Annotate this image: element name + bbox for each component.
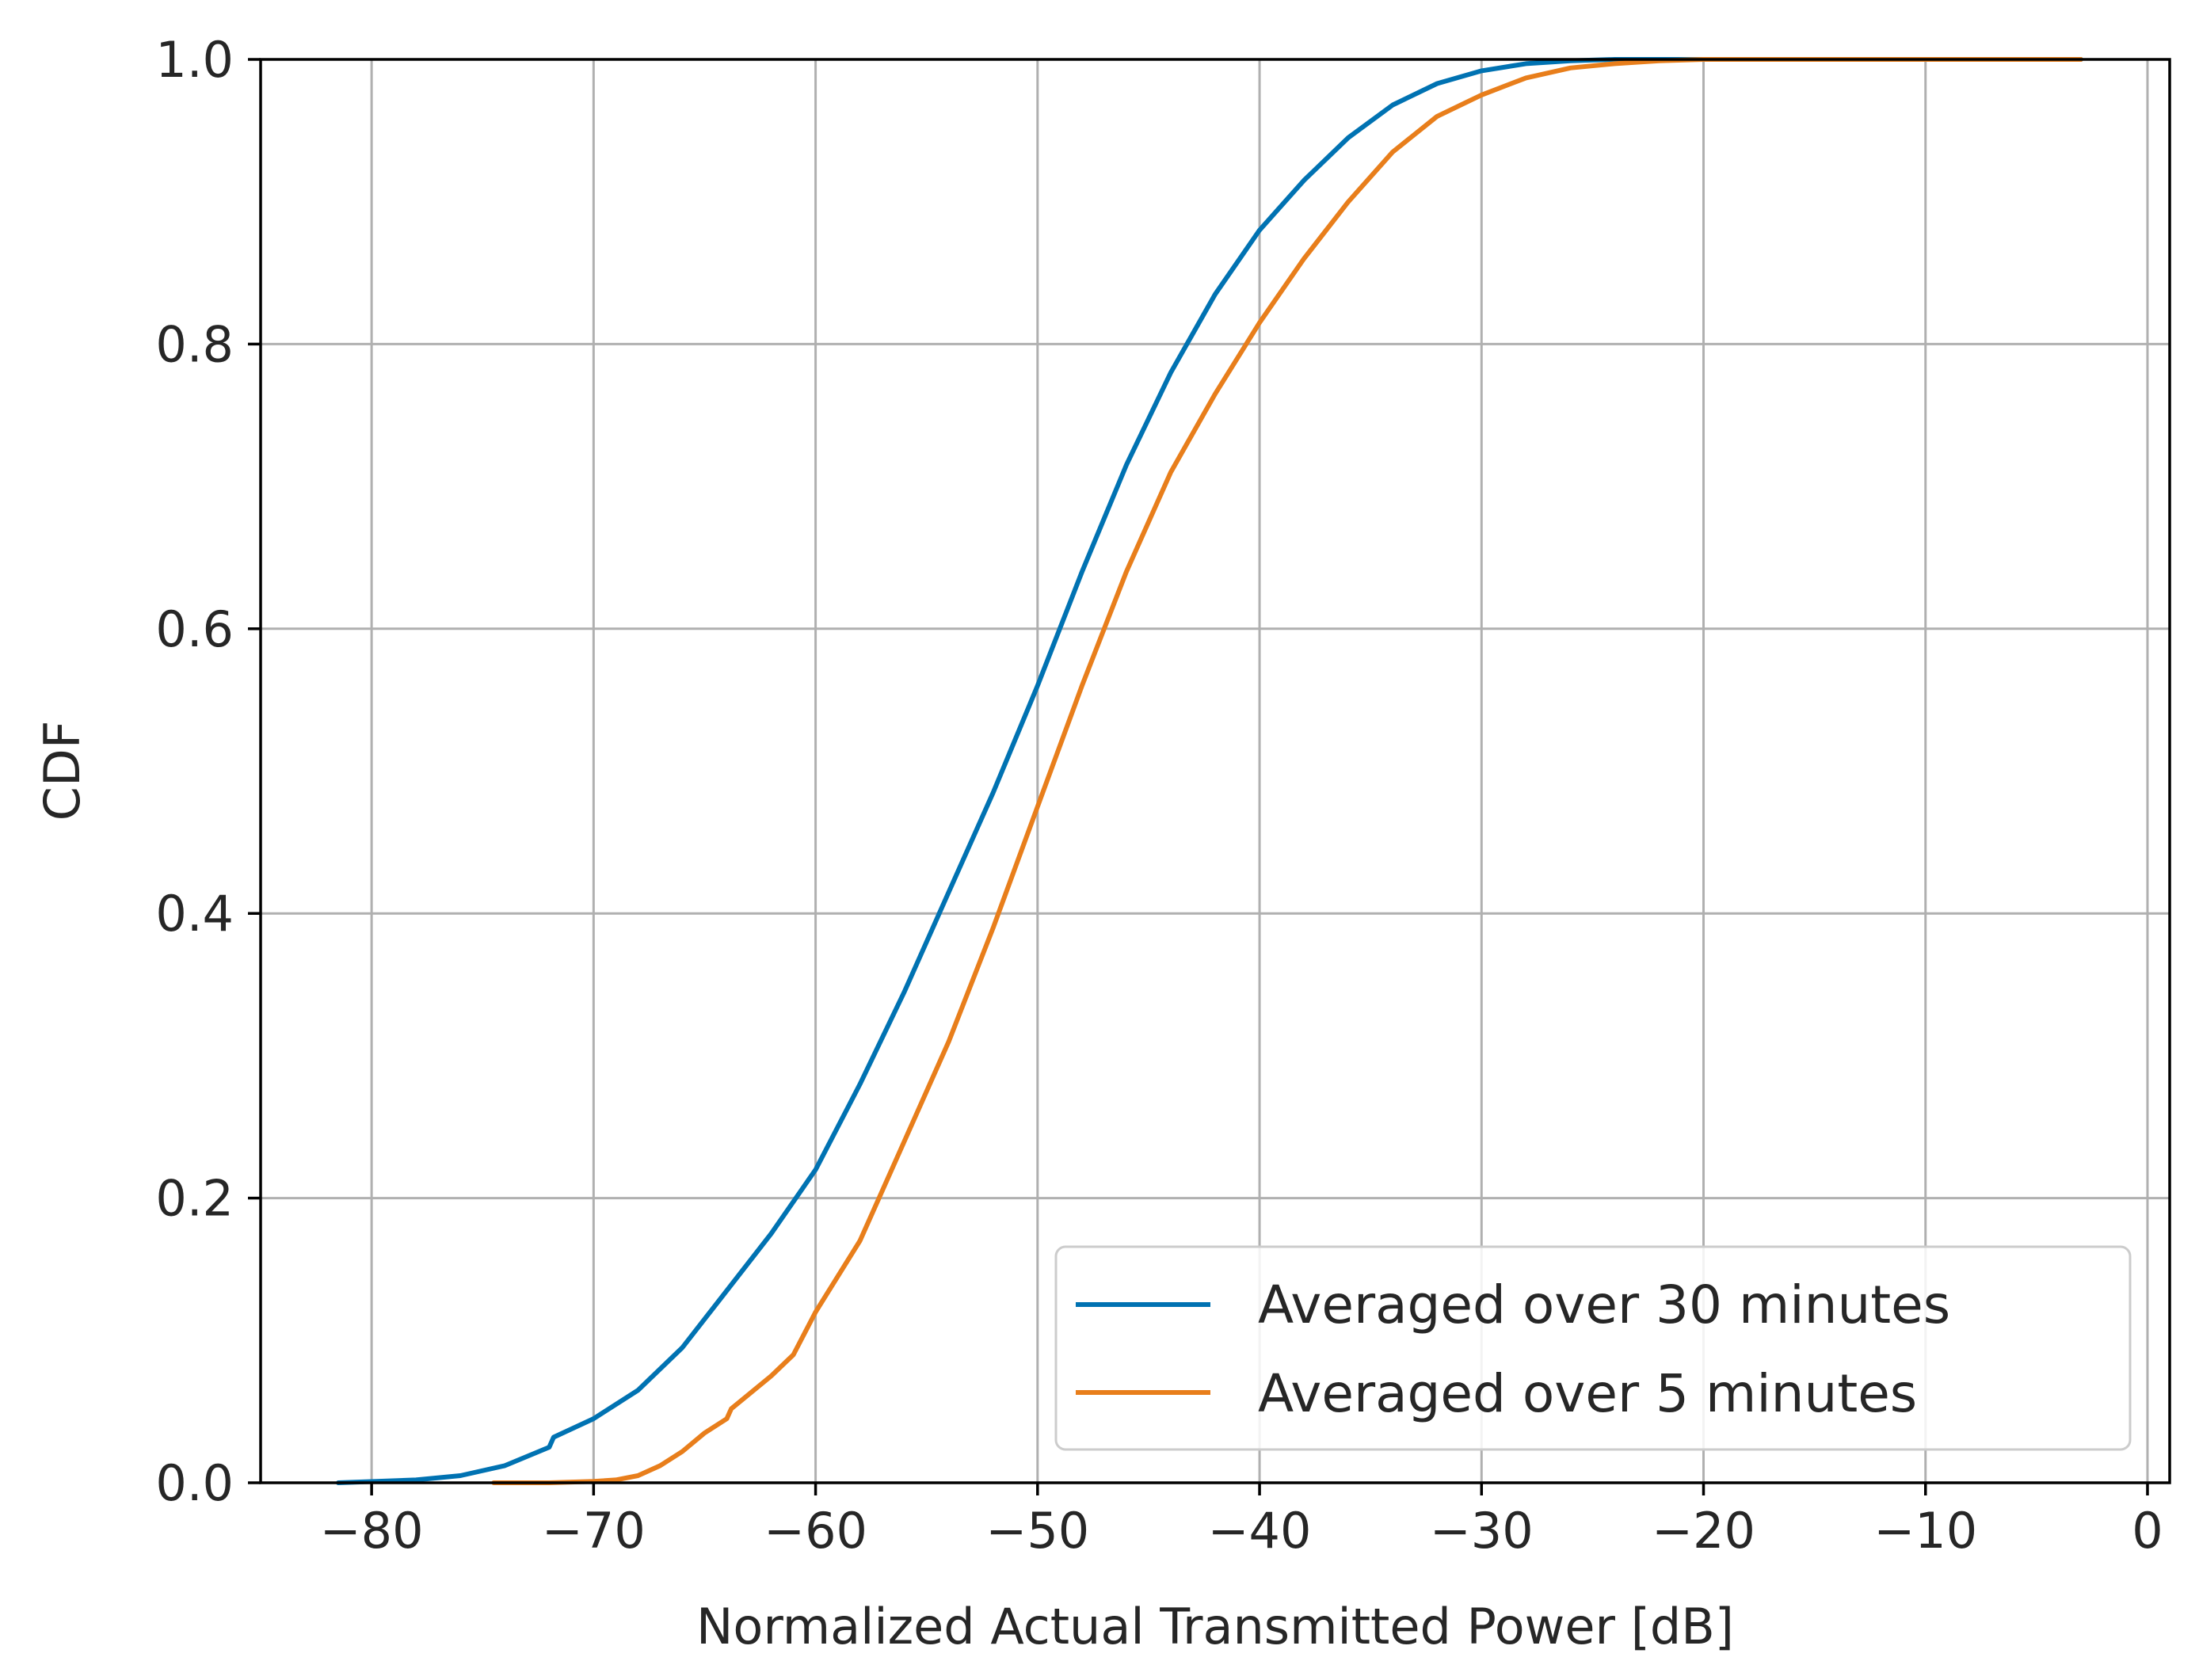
x-tick-label: −50 [985, 1502, 1089, 1560]
axes-frame [259, 58, 2171, 1484]
x-axis-label: Normalized Actual Transmitted Power [dB] [696, 1598, 1734, 1655]
x-tick-label: −10 [1873, 1502, 1977, 1560]
legend-label-5min: Averaged over 5 minutes [1258, 1363, 1917, 1424]
x-tick-label: −60 [764, 1502, 867, 1560]
x-tick-label: −30 [1430, 1502, 1534, 1560]
x-tick-label: −40 [1208, 1502, 1312, 1560]
legend-label-30min: Averaged over 30 minutes [1258, 1274, 1950, 1335]
series-line-5min [491, 57, 2083, 1485]
y-tick-label: 1.0 [155, 31, 234, 89]
x-tick-label: −80 [320, 1502, 424, 1560]
y-tick-label: 0.8 [155, 315, 234, 373]
y-tick-label: 0.2 [155, 1170, 234, 1228]
grid [261, 58, 2170, 1484]
y-tick-label: 0.0 [155, 1454, 234, 1512]
legend-box [1054, 1245, 2132, 1451]
x-tick-label: 0 [2132, 1502, 2163, 1560]
y-tick-label: 0.6 [155, 600, 234, 658]
x-tick-label: −70 [542, 1502, 646, 1560]
legend: Averaged over 30 minutes Averaged over 5… [1054, 1245, 2132, 1451]
y-tick-label: 0.4 [155, 885, 234, 943]
ticks: −80 −70 −60 −50 −40 −30 −20 −10 0 0.0 0.2 0.4 0.6 0.8… [155, 31, 2163, 1560]
y-axis-label: CDF [33, 721, 91, 821]
x-tick-label: −20 [1652, 1502, 1755, 1560]
